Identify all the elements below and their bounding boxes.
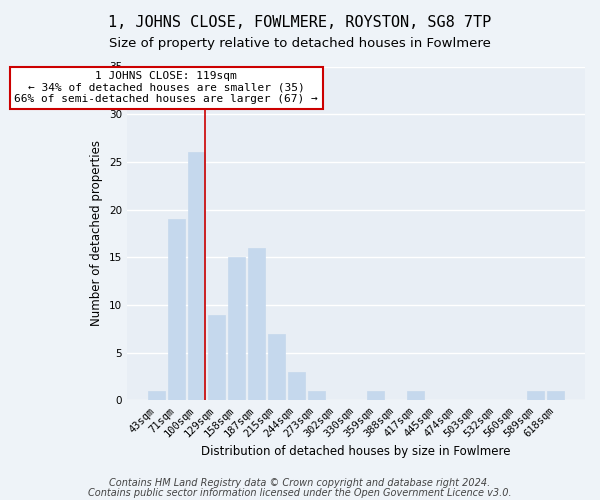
Bar — [188, 152, 205, 400]
Text: Size of property relative to detached houses in Fowlmere: Size of property relative to detached ho… — [109, 38, 491, 51]
Bar — [527, 391, 544, 400]
Bar — [287, 372, 305, 400]
Bar — [168, 219, 185, 400]
Bar — [268, 334, 284, 400]
Bar — [248, 248, 265, 400]
Bar — [407, 391, 424, 400]
Bar — [547, 391, 564, 400]
Bar — [308, 391, 325, 400]
Text: Contains HM Land Registry data © Crown copyright and database right 2024.: Contains HM Land Registry data © Crown c… — [109, 478, 491, 488]
Bar — [367, 391, 385, 400]
X-axis label: Distribution of detached houses by size in Fowlmere: Distribution of detached houses by size … — [201, 444, 511, 458]
Bar — [208, 314, 224, 400]
Text: 1, JOHNS CLOSE, FOWLMERE, ROYSTON, SG8 7TP: 1, JOHNS CLOSE, FOWLMERE, ROYSTON, SG8 7… — [109, 15, 491, 30]
Y-axis label: Number of detached properties: Number of detached properties — [91, 140, 103, 326]
Text: 1 JOHNS CLOSE: 119sqm
← 34% of detached houses are smaller (35)
66% of semi-deta: 1 JOHNS CLOSE: 119sqm ← 34% of detached … — [14, 72, 318, 104]
Bar — [227, 258, 245, 400]
Bar — [148, 391, 165, 400]
Text: Contains public sector information licensed under the Open Government Licence v3: Contains public sector information licen… — [88, 488, 512, 498]
